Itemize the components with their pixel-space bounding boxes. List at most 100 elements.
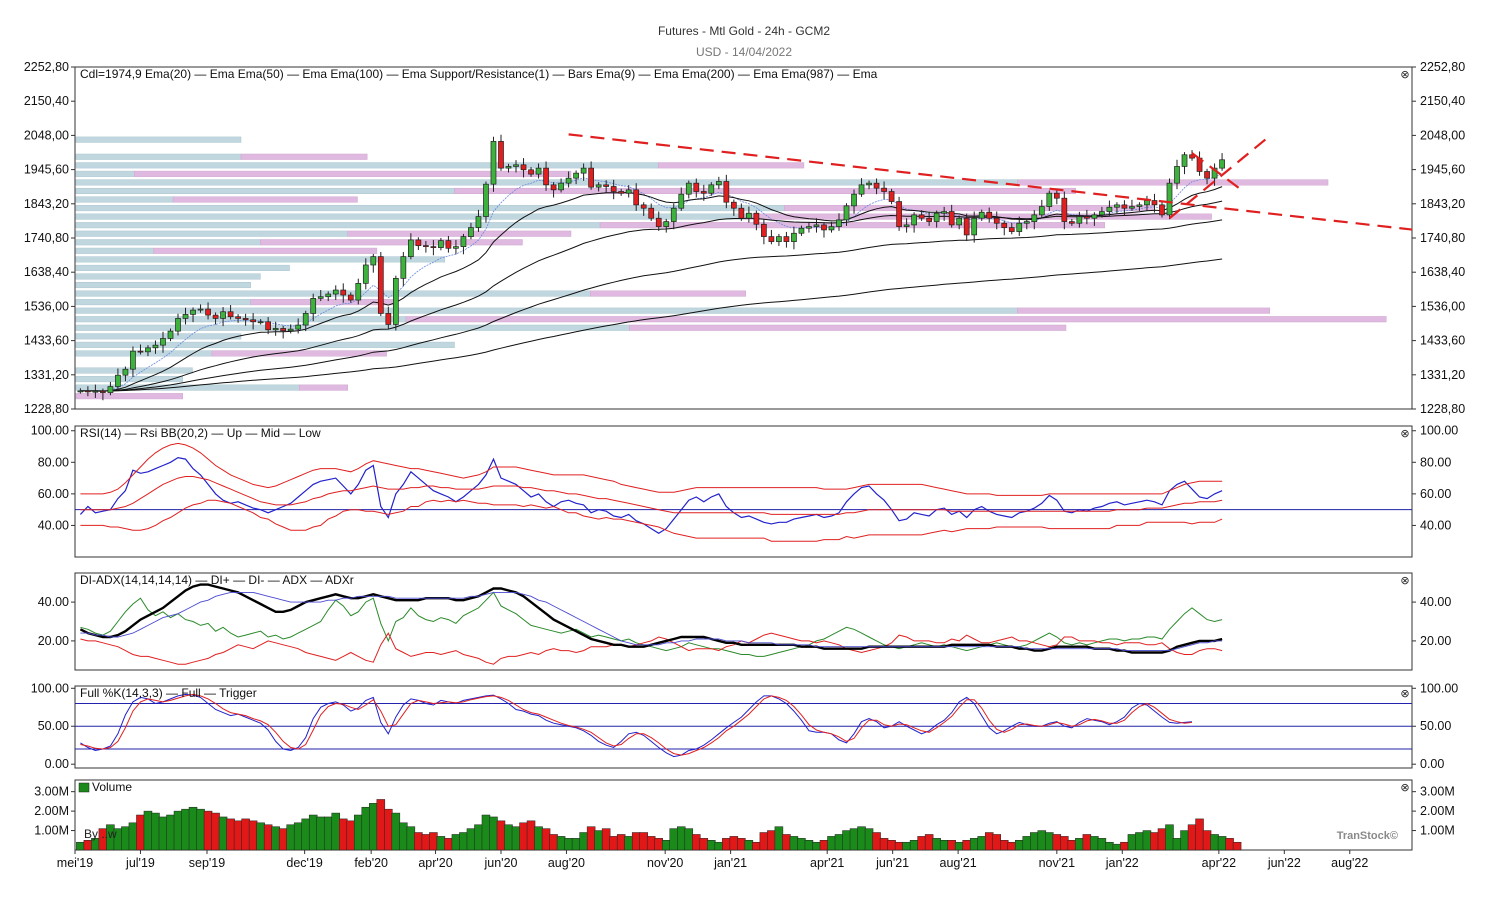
adx-legend: DI-ADX(14,14,14,14) — DI+ — DI- — ADX — … xyxy=(80,573,354,587)
volume-bar xyxy=(211,812,220,851)
candle xyxy=(753,212,760,225)
volume-bar xyxy=(767,830,776,851)
candle xyxy=(896,201,902,227)
volume-bar xyxy=(849,828,859,851)
volume-profile-bar xyxy=(75,256,446,263)
volume-bar xyxy=(263,824,273,851)
candle xyxy=(92,390,99,393)
volume-bar xyxy=(504,824,513,851)
ema-200-line xyxy=(80,258,1223,392)
volume-bar xyxy=(661,840,671,851)
candle xyxy=(918,214,925,219)
x-axis-label: aug'20 xyxy=(548,856,585,870)
price-axis-tick-label-right: 2150,40 xyxy=(1420,94,1465,108)
candle xyxy=(836,219,842,227)
candle xyxy=(858,184,865,195)
volume-profile-bar xyxy=(75,282,251,289)
rsi-series-rsi xyxy=(79,456,1223,535)
candle xyxy=(1204,171,1210,179)
stoch-axis-tick-label-left: 0.00 xyxy=(45,757,69,771)
x-axis-label: mei'19 xyxy=(57,856,93,870)
volume-bar xyxy=(218,816,228,851)
candle xyxy=(220,311,226,319)
candle xyxy=(941,211,948,214)
volume-bar xyxy=(1210,834,1219,851)
volume-bar xyxy=(977,836,986,851)
volume-bar xyxy=(414,832,423,851)
stochastic-panel-close-icon[interactable]: ⊗ xyxy=(1400,688,1409,700)
adx-panel-close-icon[interactable]: ⊗ xyxy=(1400,575,1409,587)
volume-bar xyxy=(624,836,633,851)
price-axis-tick-label-left: 1740,80 xyxy=(24,231,69,245)
candle xyxy=(175,318,181,332)
volume-bar xyxy=(534,826,543,851)
candle xyxy=(1219,159,1225,169)
volume-bar xyxy=(677,826,686,851)
volume-bar xyxy=(151,812,160,851)
candle xyxy=(821,224,827,231)
candle xyxy=(1099,211,1105,216)
stoch-axis-tick-label-left: 50.00 xyxy=(38,719,69,733)
price-axis-tick-label-right: 1740,80 xyxy=(1420,231,1465,245)
price-axis-tick-label-right: 2252,80 xyxy=(1420,60,1465,74)
volume-bar xyxy=(1052,834,1062,851)
candle xyxy=(550,184,557,191)
candle xyxy=(1189,154,1195,159)
price-axis-tick-label-right: 1331,20 xyxy=(1420,368,1465,382)
volume-bar xyxy=(962,840,971,851)
volume-bar xyxy=(947,840,956,851)
volume-profile-bar xyxy=(1017,179,1329,186)
volume-profile-bar xyxy=(298,384,349,391)
candle xyxy=(828,226,835,231)
price-axis-tick-label-left: 2150,40 xyxy=(24,94,69,108)
adx-series-adxr xyxy=(80,591,1223,652)
candle xyxy=(633,189,640,206)
volume-bar xyxy=(489,816,498,851)
candle xyxy=(670,207,677,222)
volume-bar xyxy=(384,808,393,851)
volume-bar xyxy=(1165,824,1174,851)
volume-bar xyxy=(361,806,371,851)
price-panel-close-icon[interactable]: ⊗ xyxy=(1400,69,1409,81)
volume-bar xyxy=(459,832,468,851)
volume-profile-bar xyxy=(260,239,523,246)
candle xyxy=(325,293,332,298)
volume-profile-bar xyxy=(240,153,368,160)
candle xyxy=(791,232,797,242)
volume-bar xyxy=(256,822,265,851)
volume-bar xyxy=(924,834,934,851)
volume-bar xyxy=(436,836,446,851)
volume-bar xyxy=(909,840,919,851)
adx-axis-tick-label-right: 20.00 xyxy=(1420,634,1451,648)
candle xyxy=(1211,167,1218,179)
volume-bar xyxy=(1195,818,1204,851)
candle xyxy=(265,321,271,331)
candle xyxy=(1046,192,1053,207)
volume-bar xyxy=(369,803,378,851)
volume-axis-tick-label-left: 2.00M xyxy=(34,804,69,818)
candle xyxy=(873,182,880,189)
volume-bar xyxy=(609,836,618,851)
candle xyxy=(1114,204,1120,208)
candle xyxy=(227,311,234,318)
volume-bar xyxy=(474,824,483,851)
volume-bar xyxy=(1135,832,1144,851)
volume-bar xyxy=(1157,828,1167,851)
volume-panel-close-icon[interactable]: ⊗ xyxy=(1400,782,1409,794)
candle xyxy=(888,191,895,202)
x-axis-label: jan'22 xyxy=(1105,856,1139,870)
candle xyxy=(1061,197,1068,222)
volume-profile-bar xyxy=(75,350,213,357)
price-axis-tick-label-left: 1433,60 xyxy=(24,334,69,348)
volume-bar xyxy=(1022,836,1032,851)
stoch-axis-tick-label-left: 100.00 xyxy=(31,681,69,695)
volume-profile-bar xyxy=(347,230,572,237)
adx-axis-tick-label-right: 40.00 xyxy=(1420,595,1451,609)
volume-profile-bar xyxy=(1017,307,1271,314)
rsi-panel-close-icon[interactable]: ⊗ xyxy=(1400,428,1409,440)
x-axis-label: apr'22 xyxy=(1202,856,1236,870)
volume-bar xyxy=(241,818,250,851)
trendline-breakout-down xyxy=(1191,152,1246,194)
volume-bar xyxy=(233,820,243,851)
